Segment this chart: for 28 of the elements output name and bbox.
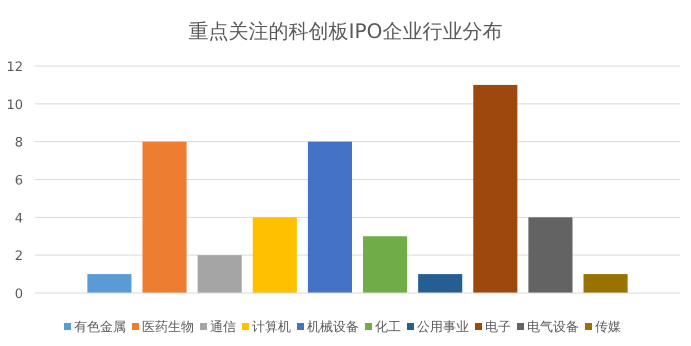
y-tick-label: 12 (6, 60, 23, 75)
bar (87, 274, 132, 293)
y-tick-label: 10 (6, 98, 23, 113)
y-tick-label: 4 (14, 211, 23, 226)
legend-label: 传媒 (595, 320, 621, 335)
y-tick-label: 8 (14, 136, 23, 151)
bar (528, 217, 572, 293)
bar (198, 255, 242, 293)
legend-label: 通信 (210, 320, 236, 335)
bar (584, 274, 628, 293)
chart-title: 重点关注的科创板IPO企业行业分布 (188, 19, 502, 43)
y-tick-label: 6 (14, 174, 23, 188)
legend-label: 电气设备 (527, 320, 579, 335)
legend-label: 机械设备 (307, 320, 359, 335)
bar (363, 236, 408, 293)
bar (418, 274, 462, 293)
legend-label: 公用事业 (417, 320, 469, 335)
legend-label: 有色金属 (74, 320, 126, 335)
legend-label: 化工 (375, 320, 401, 335)
bar (473, 84, 518, 293)
y-tick-label: 2 (14, 249, 23, 264)
y-tick-label: 0 (14, 287, 23, 302)
legend-label: 计算机 (252, 320, 291, 335)
bar (142, 142, 187, 293)
bar (308, 142, 352, 293)
legend-label: 电子 (485, 320, 511, 335)
bar (252, 217, 297, 293)
legend-label: 医药生物 (142, 320, 194, 335)
